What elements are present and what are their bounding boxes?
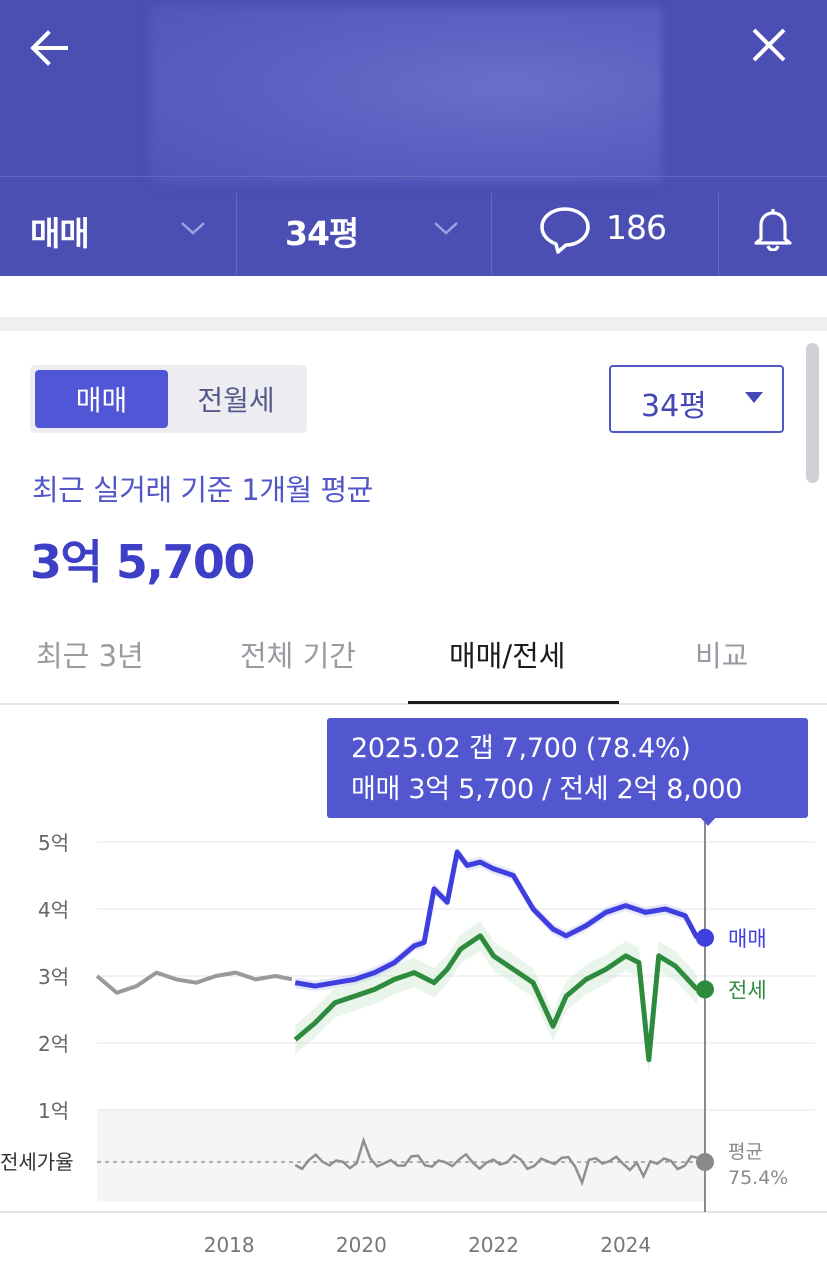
deal-type-dropdown[interactable]: 매매 xyxy=(0,177,236,277)
average-price: 3억 5,700 xyxy=(30,535,255,589)
comments-button[interactable]: 186 xyxy=(492,177,718,277)
section-separator xyxy=(0,317,827,331)
ratio-row-label: 전세가율 xyxy=(0,1150,74,1174)
arrow-left-icon xyxy=(30,30,68,66)
y-tick-label: 5억 xyxy=(38,831,69,855)
segment-rent[interactable]: 전월세 xyxy=(197,384,275,417)
tab-compare[interactable]: 비교 xyxy=(695,639,749,673)
jeonse-end-marker xyxy=(696,980,714,999)
caret-down-icon xyxy=(745,392,763,403)
comment-count: 186 xyxy=(606,208,667,247)
y-tick-label: 1억 xyxy=(38,1099,69,1123)
jeonse-end-label: 전세 xyxy=(728,978,767,1002)
tab-sale-vs-jeonse[interactable]: 매매/전세 xyxy=(449,639,566,673)
close-button[interactable] xyxy=(746,22,792,68)
y-tick-label: 2억 xyxy=(38,1032,69,1056)
sale-end-label: 매매 xyxy=(728,927,767,951)
y-tick-label: 4억 xyxy=(38,898,69,922)
deal-type-label: 매매 xyxy=(30,214,90,253)
tooltip-line-1: 2025.02 갭 7,700 (78.4%) xyxy=(351,733,691,764)
price-subtitle: 최근 실거래 기준 1개월 평균 xyxy=(32,473,373,507)
tab-recent-3y[interactable]: 최근 3년 xyxy=(36,639,144,673)
scrollbar[interactable] xyxy=(806,343,819,483)
sale-price-line xyxy=(294,849,700,989)
jeonse-range-band xyxy=(295,921,698,1075)
segment-sale[interactable]: 매매 xyxy=(35,370,168,428)
size-select[interactable]: 34평 xyxy=(609,365,784,433)
chevron-down-icon xyxy=(434,222,458,235)
deal-type-toggle: 매매 전월세 xyxy=(30,365,307,433)
x-tick-label: 2020 xyxy=(336,1233,387,1257)
close-icon xyxy=(752,28,786,62)
blurred-title xyxy=(150,6,662,184)
notification-button[interactable] xyxy=(719,177,827,277)
chart-tooltip: 2025.02 갭 7,700 (78.4%) 매매 3억 5,700 / 전세… xyxy=(327,718,808,818)
filter-toolbar: 매매 34평 186 xyxy=(0,176,827,277)
y-tick-label: 3억 xyxy=(38,965,69,989)
tooltip-pointer xyxy=(699,816,717,826)
tooltip-line-2: 매매 3억 5,700 / 전세 2억 8,000 xyxy=(351,774,743,805)
speech-bubble-icon xyxy=(540,207,590,254)
size-dropdown[interactable]: 34평 xyxy=(237,177,491,277)
header-banner: 매매 34평 186 xyxy=(0,0,827,277)
jeonse-price-line xyxy=(293,933,699,1063)
ratio-line xyxy=(294,1136,706,1187)
x-tick-label: 2022 xyxy=(468,1233,519,1257)
x-tick-label: 2018 xyxy=(204,1233,255,1257)
history-price-line xyxy=(95,970,293,995)
tab-all-period[interactable]: 전체 기간 xyxy=(240,639,356,673)
active-tab-indicator xyxy=(408,701,619,704)
ratio-end-marker xyxy=(696,1153,714,1171)
chevron-down-icon xyxy=(181,222,205,235)
sale-end-marker xyxy=(696,928,714,947)
period-tabs: 최근 3년 전체 기간 매매/전세 비교 xyxy=(0,605,827,705)
bell-icon xyxy=(754,209,792,251)
size-label: 34평 xyxy=(285,214,359,253)
ratio-average-value: 75.4% xyxy=(728,1167,788,1189)
x-tick-label: 2024 xyxy=(600,1233,651,1257)
ratio-average-label: 평균 xyxy=(728,1141,763,1163)
ratio-band xyxy=(97,1110,705,1202)
size-select-label: 34평 xyxy=(641,389,707,424)
back-button[interactable] xyxy=(26,24,74,72)
